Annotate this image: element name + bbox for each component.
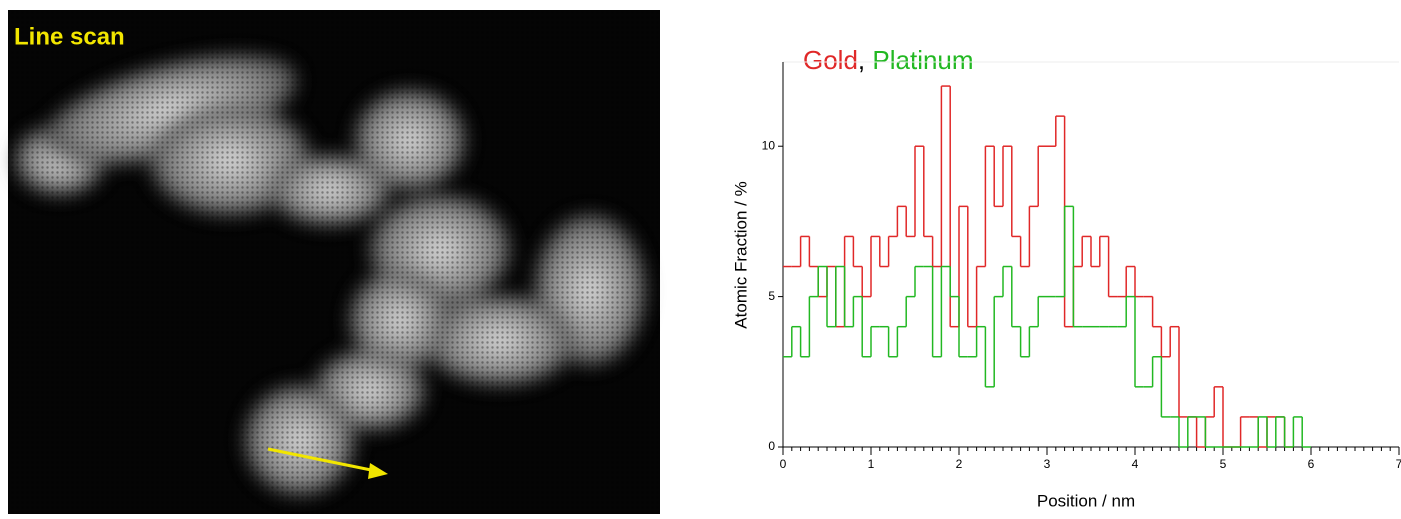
x-tick-label: 1 <box>868 457 875 471</box>
x-tick-label: 7 <box>1396 457 1401 471</box>
x-tick-label: 0 <box>780 457 787 471</box>
x-tick-label: 5 <box>1220 457 1227 471</box>
x-tick-label: 6 <box>1308 457 1315 471</box>
legend-entry: Gold <box>803 45 858 75</box>
y-axis-label: Atomic Fraction / % <box>731 181 750 328</box>
x-tick-label: 4 <box>1132 457 1139 471</box>
series-1 <box>783 205 1311 448</box>
legend-title: Gold, Platinum <box>803 45 974 75</box>
series-0 <box>783 85 1294 448</box>
micrograph: Line scan <box>8 10 660 514</box>
legend-separator: , <box>858 45 865 75</box>
y-tick-label: 5 <box>768 289 775 303</box>
y-tick-label: 10 <box>762 138 776 152</box>
x-tick-label: 2 <box>956 457 963 471</box>
legend-entry: Platinum <box>872 45 973 75</box>
x-tick-label: 3 <box>1044 457 1051 471</box>
x-axis-label: Position / nm <box>1037 491 1135 510</box>
y-tick-label: 0 <box>768 439 775 453</box>
legend-space <box>865 45 872 75</box>
image-label: Line scan <box>14 23 125 50</box>
